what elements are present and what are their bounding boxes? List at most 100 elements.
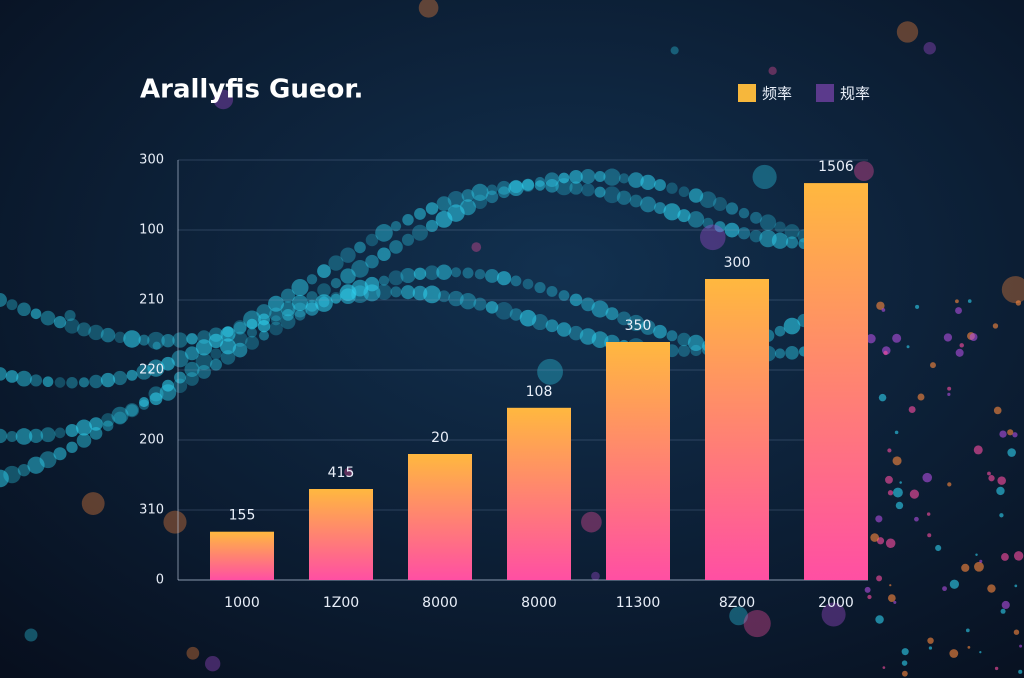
decor-dot <box>471 242 482 252</box>
decor-dot <box>162 379 174 392</box>
decor-dot <box>947 386 952 391</box>
bar <box>705 279 769 580</box>
decor-dot <box>496 271 512 286</box>
decor-dot <box>425 202 439 215</box>
decor-dot <box>1015 300 1022 306</box>
decor-dot <box>363 284 381 302</box>
decor-dot <box>412 224 428 241</box>
decor-dot <box>111 406 129 424</box>
decor-dot <box>54 377 66 388</box>
decor-dot <box>519 309 537 327</box>
decor-dot <box>885 475 893 484</box>
decor-dot <box>568 325 584 341</box>
decor-dot <box>783 317 801 335</box>
decor-dot <box>580 169 596 184</box>
decor-dot <box>885 538 896 548</box>
decor-dot <box>628 172 644 188</box>
decor-dot <box>784 224 800 240</box>
decor-dot <box>81 492 105 515</box>
decor-dot <box>997 476 1006 485</box>
bar-annotation: 108 <box>526 384 553 400</box>
decor-dot <box>922 472 933 483</box>
decor-dot <box>914 516 919 522</box>
decor-dot <box>993 406 1002 415</box>
decor-dot <box>759 214 777 231</box>
decor-dot <box>27 456 45 474</box>
decor-dot <box>1019 644 1023 648</box>
decor-dot <box>927 533 932 538</box>
decor-dot <box>317 264 331 279</box>
bar-annotation: 415 <box>328 465 355 481</box>
decor-dot <box>64 310 76 322</box>
y-tick-label: 310 <box>139 503 164 518</box>
decor-dot <box>677 332 691 347</box>
decor-dot <box>687 334 705 351</box>
decor-dot <box>889 584 892 587</box>
decor-dot <box>926 512 931 516</box>
decor-dot <box>400 285 416 300</box>
decor-dot <box>759 229 777 248</box>
decor-dot <box>29 374 43 387</box>
decor-dot <box>999 513 1004 518</box>
x-tick-label: 1000 <box>224 595 260 611</box>
decor-dot <box>220 350 236 365</box>
decor-dot <box>292 302 308 318</box>
decor-dot <box>653 324 667 339</box>
decor-dot <box>878 393 887 402</box>
decor-dot <box>666 182 678 194</box>
decor-dot <box>423 285 441 304</box>
decor-dot <box>210 358 222 371</box>
decor-dot <box>195 339 213 356</box>
decor-dot <box>737 227 751 240</box>
decor-dot <box>687 211 705 228</box>
decor-dot <box>17 302 31 317</box>
decor-dot <box>949 579 960 589</box>
decor-dot <box>887 490 894 496</box>
decor-dot <box>947 482 952 487</box>
decor-dot <box>112 370 128 386</box>
decor-dot <box>498 186 510 199</box>
decor-dot <box>3 465 21 484</box>
decor-dot <box>546 285 558 297</box>
decor-dot <box>233 320 247 334</box>
decor-dot <box>340 247 356 263</box>
decor-dot <box>163 510 187 534</box>
decor-dot <box>39 451 57 469</box>
decor-dot <box>317 283 331 297</box>
decor-dot <box>232 331 248 347</box>
decor-dot <box>152 341 161 350</box>
decor-dot <box>330 293 342 304</box>
decor-dot <box>896 21 919 43</box>
decor-dot <box>78 377 90 388</box>
decor-dot <box>603 168 621 186</box>
decor-dot <box>330 277 342 289</box>
decor-dot <box>996 486 1005 496</box>
decor-dot <box>53 316 67 329</box>
decor-dot <box>1001 276 1024 304</box>
decor-dot <box>76 433 92 448</box>
decor-dot <box>245 335 259 350</box>
bar <box>606 342 670 580</box>
decor-dot <box>186 646 200 660</box>
decor-dot <box>866 333 876 344</box>
decor-dot <box>901 660 908 666</box>
decor-dot <box>892 333 902 343</box>
decor-dot <box>509 308 523 321</box>
decor-dot <box>344 467 353 477</box>
decor-dot <box>88 324 104 341</box>
decor-dot <box>195 353 213 370</box>
decor-dot <box>172 332 188 348</box>
y-tick-label: 210 <box>139 293 164 308</box>
decor-dot <box>875 615 884 624</box>
decor-dot <box>375 224 393 242</box>
decor-dot <box>821 602 846 627</box>
decor-dot <box>864 586 871 593</box>
decor-dot <box>16 370 32 387</box>
decor-dot <box>892 456 902 466</box>
decor-dot <box>1001 553 1009 561</box>
decor-dot <box>943 333 953 342</box>
x-tick-label: 8000 <box>521 595 557 611</box>
decor-dot <box>569 293 583 307</box>
bar-annotation: 20 <box>431 430 449 446</box>
decor-dot <box>42 376 54 387</box>
